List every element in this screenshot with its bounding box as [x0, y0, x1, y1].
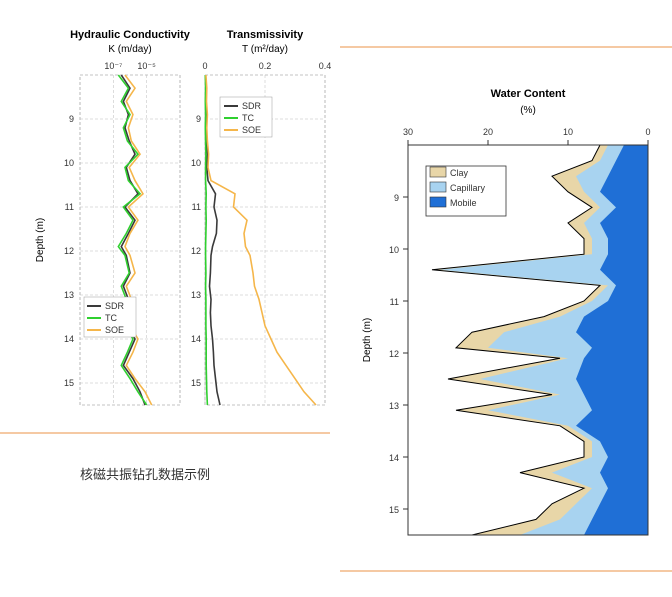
svg-text:12: 12 — [389, 349, 399, 359]
svg-text:SDR: SDR — [105, 301, 125, 311]
svg-text:SDR: SDR — [242, 101, 262, 111]
svg-text:10⁻⁷: 10⁻⁷ — [104, 61, 122, 71]
svg-text:T (m²/day): T (m²/day) — [242, 44, 288, 55]
svg-text:12: 12 — [64, 246, 74, 256]
svg-text:Mobile: Mobile — [450, 198, 477, 208]
svg-text:K (m/day): K (m/day) — [108, 44, 151, 55]
svg-text:13: 13 — [191, 290, 201, 300]
svg-text:20: 20 — [483, 127, 493, 137]
caption: 核磁共振钻孔数据示例 — [80, 464, 210, 483]
svg-text:14: 14 — [389, 453, 399, 463]
left-charts: Depth (m) Hydraulic Conductivity K (m/day)… — [25, 20, 335, 420]
svg-text:15: 15 — [191, 378, 201, 388]
svg-text:30: 30 — [403, 127, 413, 137]
svg-text:SOE: SOE — [242, 125, 261, 135]
svg-text:15: 15 — [64, 378, 74, 388]
svg-text:Transmissivity: Transmissivity — [227, 29, 304, 41]
svg-text:9: 9 — [394, 193, 399, 203]
water-content-chart: Water Content (%) Depth (m) 30 20 10 0 9 10 11 12 1… — [350, 75, 660, 555]
divider-left-bottom — [0, 432, 330, 434]
svg-text:15: 15 — [389, 505, 399, 515]
svg-text:0: 0 — [645, 127, 650, 137]
svg-text:10: 10 — [191, 158, 201, 168]
svg-text:13: 13 — [389, 401, 399, 411]
divider-top-right — [340, 46, 672, 48]
svg-text:14: 14 — [64, 334, 74, 344]
svg-text:0.4: 0.4 — [319, 61, 332, 71]
svg-text:TC: TC — [242, 113, 254, 123]
svg-text:Depth (m): Depth (m) — [362, 318, 373, 362]
svg-text:Water Content: Water Content — [491, 88, 566, 100]
svg-text:10⁻⁵: 10⁻⁵ — [137, 61, 156, 71]
svg-text:10: 10 — [563, 127, 573, 137]
svg-text:13: 13 — [64, 290, 74, 300]
divider-right-bottom — [340, 570, 672, 572]
svg-text:0.2: 0.2 — [259, 61, 272, 71]
svg-text:9: 9 — [196, 114, 201, 124]
svg-text:10: 10 — [389, 245, 399, 255]
svg-text:11: 11 — [192, 202, 201, 212]
svg-text:0: 0 — [202, 61, 207, 71]
svg-text:TC: TC — [105, 313, 117, 323]
svg-text:12: 12 — [191, 246, 201, 256]
svg-text:14: 14 — [191, 334, 201, 344]
svg-text:9: 9 — [69, 114, 74, 124]
svg-text:Hydraulic Conductivity: Hydraulic Conductivity — [70, 29, 191, 41]
svg-text:(%): (%) — [520, 105, 536, 116]
svg-text:Depth (m): Depth (m) — [35, 218, 46, 262]
svg-text:Capillary: Capillary — [450, 183, 486, 193]
svg-text:10: 10 — [64, 158, 74, 168]
svg-text:SOE: SOE — [105, 325, 124, 335]
svg-text:11: 11 — [390, 297, 399, 307]
svg-text:Clay: Clay — [450, 168, 469, 178]
svg-text:11: 11 — [65, 202, 74, 212]
